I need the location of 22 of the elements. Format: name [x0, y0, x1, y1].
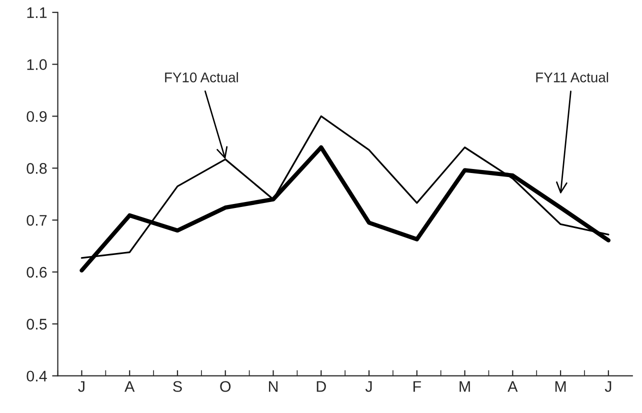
- x-tick-label: J: [604, 381, 612, 392]
- x-tick-label: A: [508, 381, 518, 392]
- y-tick-label: 1.1: [27, 7, 47, 18]
- y-tick-label: 0.4: [26, 370, 47, 382]
- x-tick-label: M: [555, 381, 566, 392]
- y-tick-label: 0.8: [26, 163, 47, 174]
- annotation: FY10 Actual: [165, 72, 238, 82]
- x-tick-label: A: [124, 381, 135, 392]
- x-tick-label: D: [316, 381, 326, 392]
- y-tick-label: 0.5: [26, 318, 47, 330]
- y-tick-label: 0.9: [26, 111, 47, 122]
- x-tick-label: J: [78, 381, 84, 392]
- y-tick-label: 0.6: [26, 266, 47, 278]
- y-tick-label: 0.7: [26, 214, 47, 226]
- x-tick-label: S: [173, 381, 182, 392]
- y-tick-label: 1.0: [27, 59, 47, 70]
- x-tick-label: N: [268, 381, 278, 392]
- x-tick-label: J: [365, 381, 372, 392]
- x-tick-label: O: [220, 381, 231, 392]
- annotation: FY11 Actual: [536, 72, 608, 82]
- x-tick-label: M: [460, 381, 470, 392]
- x-tick-label: F: [413, 381, 421, 392]
